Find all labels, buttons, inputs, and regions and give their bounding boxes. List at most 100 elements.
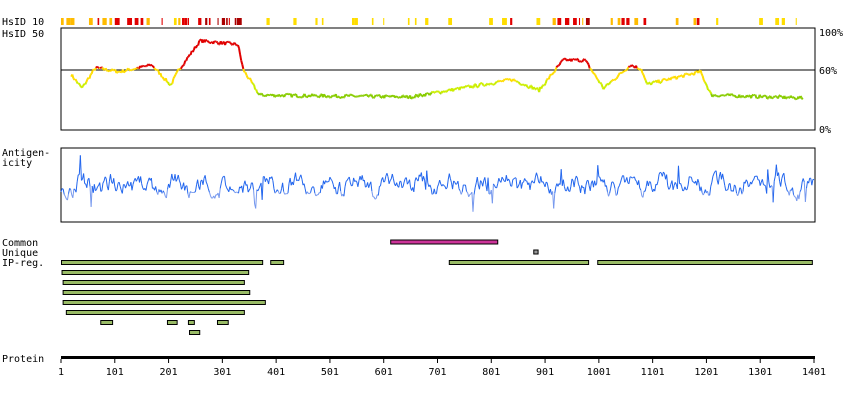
hsid50-segment <box>761 95 764 99</box>
hsid10-block <box>759 18 763 25</box>
hsid50-segment <box>255 89 259 94</box>
antigenicity-segment <box>423 176 426 181</box>
antigenicity-segment <box>295 172 298 181</box>
hsid50-segment <box>735 95 738 99</box>
hsid50-segment <box>183 60 187 65</box>
hsid50-segment <box>167 81 171 86</box>
hsid50-segment <box>438 91 442 94</box>
antigenicity-segment <box>598 176 601 178</box>
ipreg-bar <box>62 280 245 285</box>
antigenicity-segment <box>623 175 626 183</box>
antigenicity-segment <box>329 176 332 180</box>
antigenicity-segment <box>81 178 83 181</box>
hsid50-segment <box>593 72 596 76</box>
tick-label: 901 <box>536 367 554 378</box>
regions-track <box>61 239 813 335</box>
antigenicity-segment <box>508 178 511 182</box>
hsid10-block <box>146 18 150 25</box>
antigenicity-segment <box>210 195 213 199</box>
antigenicity-segment <box>79 155 82 181</box>
hsid50-box <box>60 27 816 131</box>
antigenicity-segment <box>292 178 295 185</box>
hsid50-segment <box>499 79 503 83</box>
antigenicity-segment <box>312 186 315 188</box>
hsid50-segment <box>584 59 588 63</box>
hsid50-segment <box>786 96 790 99</box>
antigenicity-segment <box>732 184 735 192</box>
ipreg-bar <box>189 330 201 335</box>
hsid10-block <box>66 18 71 25</box>
antigenicity-segment <box>647 181 650 187</box>
hsid50-segment <box>266 93 269 96</box>
antigenicity-segment <box>86 179 89 188</box>
hsid50-segment <box>612 78 615 82</box>
hsid50-segment <box>644 79 648 84</box>
antigenicity-segment <box>400 181 403 188</box>
ipreg-bar <box>62 300 266 305</box>
hsid10-block <box>425 18 429 25</box>
hsid50-segment <box>265 94 268 97</box>
hsid50-segment <box>400 94 404 99</box>
antigenicity-segment <box>804 188 807 202</box>
hsid10-block <box>161 18 163 25</box>
antigenicity-segment <box>96 186 99 190</box>
antigenicity-segment <box>474 182 477 188</box>
antigenicity-segment <box>608 193 611 197</box>
antigenicity-segment <box>791 187 795 195</box>
antigenicity-segment <box>188 191 191 199</box>
hsid50-segment <box>758 94 762 98</box>
hsid50-segment <box>711 95 715 98</box>
hsid50-segment <box>627 65 630 68</box>
hsid50-segment <box>377 94 380 97</box>
antigenicity-segment <box>274 191 277 194</box>
hsid50-segment <box>590 70 594 74</box>
hsid50-segment <box>660 80 663 84</box>
antigenicity-segment <box>455 183 458 185</box>
antigenicity-segment <box>352 177 355 186</box>
hsid50-segment <box>504 78 507 81</box>
hsid50-segment <box>545 77 549 81</box>
antigenicity-segment <box>633 176 636 181</box>
antigenicity-segment <box>206 184 209 190</box>
hsid50-segment <box>395 95 398 98</box>
antigenicity-segment <box>800 181 803 190</box>
hsid10-block <box>448 18 453 25</box>
hsid50-segment <box>77 82 81 86</box>
hsid50-segment <box>604 85 607 88</box>
hsid10-block <box>696 18 700 25</box>
antigenicity-segment <box>626 177 629 183</box>
antigenicity-segment <box>613 183 616 189</box>
antigenicity-segment <box>336 186 340 195</box>
hsid50-segment <box>540 85 544 90</box>
protein-label: Protein <box>2 354 44 365</box>
antigenicity-segment <box>560 169 563 186</box>
antigenicity-segment <box>630 176 633 179</box>
hsid10-block <box>621 18 625 25</box>
hsid10-block <box>184 18 188 25</box>
hsid50-segment <box>666 78 670 82</box>
antigenicity-segment <box>277 191 280 194</box>
hsid50-segment <box>502 78 506 82</box>
antigenicity-segment <box>107 181 110 191</box>
antigenicity-segment <box>464 184 468 192</box>
hsid50-segment <box>385 94 388 98</box>
hsid50-segment <box>683 72 687 76</box>
tick-label: 1201 <box>694 367 718 378</box>
hsid50-segment <box>303 93 307 98</box>
ipreg-bar <box>100 320 114 325</box>
hsid50-segment <box>587 64 591 69</box>
antigenicity-segment <box>509 180 512 187</box>
hsid50-segment <box>717 95 720 98</box>
antigenicity-segment <box>171 173 174 180</box>
hsid50-segment <box>702 79 706 83</box>
antigenicity-segment <box>573 179 576 188</box>
hsid50-segment <box>466 84 469 88</box>
hsid10-block <box>61 18 64 25</box>
antigenicity-segment <box>104 176 107 179</box>
hsid50-segment <box>490 82 493 85</box>
antigenicity-segment <box>709 186 712 196</box>
hsid50-segment <box>544 79 548 84</box>
antigenicity-segment <box>402 181 405 187</box>
antigenicity-segment <box>501 176 504 180</box>
antigenicity-segment <box>249 182 252 189</box>
